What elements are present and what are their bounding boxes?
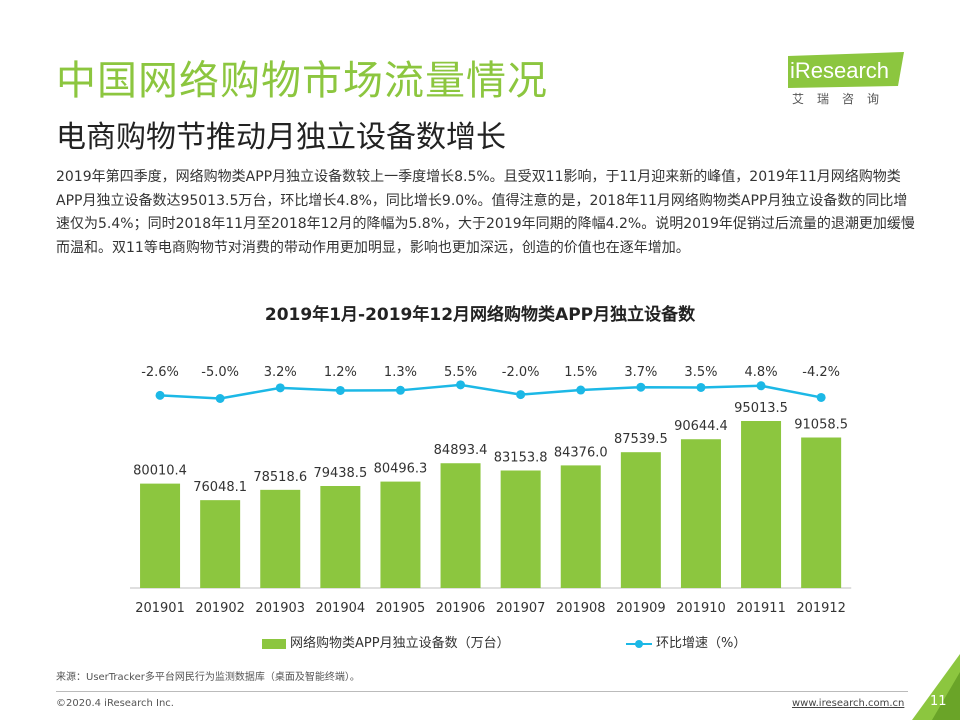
growth-value-label: 4.8% [745, 365, 778, 380]
legend-label-growth: 环比增速（%） [656, 636, 747, 651]
growth-value-label: 1.3% [384, 365, 417, 380]
chart-title: 2019年1月-2019年12月网络购物类APP月独立设备数 [264, 305, 696, 325]
x-tick-label: 201904 [316, 601, 366, 616]
legend-label-devices: 网络购物类APP月独立设备数（万台） [290, 636, 510, 651]
growth-point-201907 [516, 390, 526, 400]
bar-201901 [140, 483, 181, 588]
bar-value-label: 95013.5 [734, 401, 788, 416]
bar-201908 [560, 465, 601, 588]
growth-point-201912 [816, 392, 826, 402]
footer-divider [56, 691, 908, 692]
growth-point-201906 [456, 380, 466, 390]
growth-point-201903 [275, 383, 285, 393]
legend-item-devices: 网络购物类APP月独立设备数（万台） [262, 632, 510, 651]
logo-badge [788, 52, 904, 88]
source-note: 来源：UserTracker多平台网民行为监测数据库（桌面及智能终端）。 [56, 672, 360, 683]
bar-value-label: 87539.5 [614, 432, 668, 447]
bar-value-label: 84376.0 [554, 445, 608, 460]
legend-item-growth: 环比增速（%） [626, 632, 746, 651]
growth-point-201909 [636, 382, 646, 392]
x-tick-label: 201910 [676, 601, 726, 616]
growth-value-label: 3.2% [264, 365, 297, 380]
bar-201904 [320, 486, 361, 588]
page-title: 中国网络购物市场流量情况 [56, 58, 548, 104]
chart-legend: 网络购物类APP月独立设备数（万台） 环比增速（%） [0, 632, 960, 652]
legend-line-swatch [626, 639, 652, 649]
website-link[interactable]: www.iresearch.com.cn [792, 698, 905, 709]
bar-value-label: 84893.4 [434, 443, 488, 458]
growth-value-label: 3.5% [684, 365, 717, 380]
growth-point-201901 [155, 390, 165, 400]
bar-value-label: 90644.4 [674, 419, 728, 434]
x-tick-label: 201907 [496, 601, 546, 616]
bar-value-label: 76048.1 [193, 480, 247, 495]
growth-point-201910 [696, 382, 706, 392]
bar-value-label: 79438.5 [313, 466, 367, 481]
x-tick-label: 201911 [736, 601, 786, 616]
x-tick-label: 201905 [376, 601, 426, 616]
summary-paragraph: 2019年第四季度，网络购物类APP月独立设备数较上一季度增长8.5%。且受双1… [56, 166, 916, 260]
x-tick-label: 201906 [436, 601, 486, 616]
logo-cn-text: 艾瑞咨询 [792, 92, 893, 106]
bar-value-label: 83153.8 [494, 450, 548, 465]
x-tick-label: 201903 [255, 601, 305, 616]
corner-decoration [912, 654, 960, 720]
bar-201911 [741, 421, 782, 588]
iresearch-logo: iResearch 艾瑞咨询 [788, 52, 910, 110]
bar-value-label: 91058.5 [794, 418, 848, 433]
growth-point-201902 [215, 394, 225, 403]
page-subtitle: 电商购物节推动月独立设备数增长 [56, 120, 506, 155]
growth-point-201911 [756, 381, 766, 391]
growth-value-label: 5.5% [444, 365, 477, 380]
bar-201907 [500, 470, 541, 588]
growth-point-201904 [335, 385, 345, 395]
growth-value-label: -5.0% [201, 365, 239, 380]
bar-value-label: 80010.4 [133, 464, 187, 479]
x-tick-label: 201902 [195, 601, 245, 616]
growth-value-label: 1.5% [564, 365, 597, 380]
bar-201910 [680, 439, 721, 588]
growth-value-label: -4.2% [802, 365, 840, 380]
bar-201902 [200, 500, 241, 588]
summary-text: 2019年第四季度，网络购物类APP月独立设备数较上一季度增长8.5%。且受双1… [56, 169, 915, 256]
growth-point-201908 [576, 385, 586, 395]
page-number: 11 [930, 694, 947, 709]
bar-value-label: 80496.3 [374, 462, 428, 477]
growth-value-label: 1.2% [324, 365, 357, 380]
x-tick-label: 201909 [616, 601, 666, 616]
x-tick-label: 201908 [556, 601, 606, 616]
x-tick-label: 201912 [796, 601, 846, 616]
growth-line [159, 383, 822, 400]
growth-value-label: 3.7% [624, 365, 657, 380]
bar-201909 [620, 452, 661, 588]
bar-201903 [260, 489, 301, 588]
logo-text: iResearch [790, 58, 890, 83]
chart-canvas: 80010.4 76048.1 78518.6 79438.5 80496.3 84893… [130, 365, 852, 616]
bar-201905 [380, 481, 421, 588]
bar-201906 [440, 463, 481, 588]
bar-value-label: 78518.6 [253, 470, 307, 485]
growth-value-label: -2.6% [141, 365, 179, 380]
copyright: ©2020.4 iResearch Inc. [56, 698, 174, 709]
legend-bar-swatch [262, 638, 286, 649]
bar-201912 [801, 437, 842, 588]
growth-point-201905 [395, 385, 405, 395]
growth-value-label: -2.0% [502, 365, 540, 380]
x-tick-label: 201901 [135, 601, 185, 616]
